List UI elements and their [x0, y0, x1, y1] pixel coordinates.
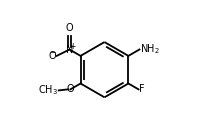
Text: −: −: [49, 48, 55, 57]
Text: F: F: [139, 84, 145, 94]
Text: O: O: [67, 84, 74, 94]
Text: O: O: [49, 51, 56, 61]
Text: O: O: [66, 23, 73, 33]
Text: CH$_3$: CH$_3$: [38, 83, 58, 97]
Text: NH$_2$: NH$_2$: [140, 43, 160, 56]
Text: +: +: [69, 42, 76, 51]
Text: N: N: [66, 44, 73, 55]
